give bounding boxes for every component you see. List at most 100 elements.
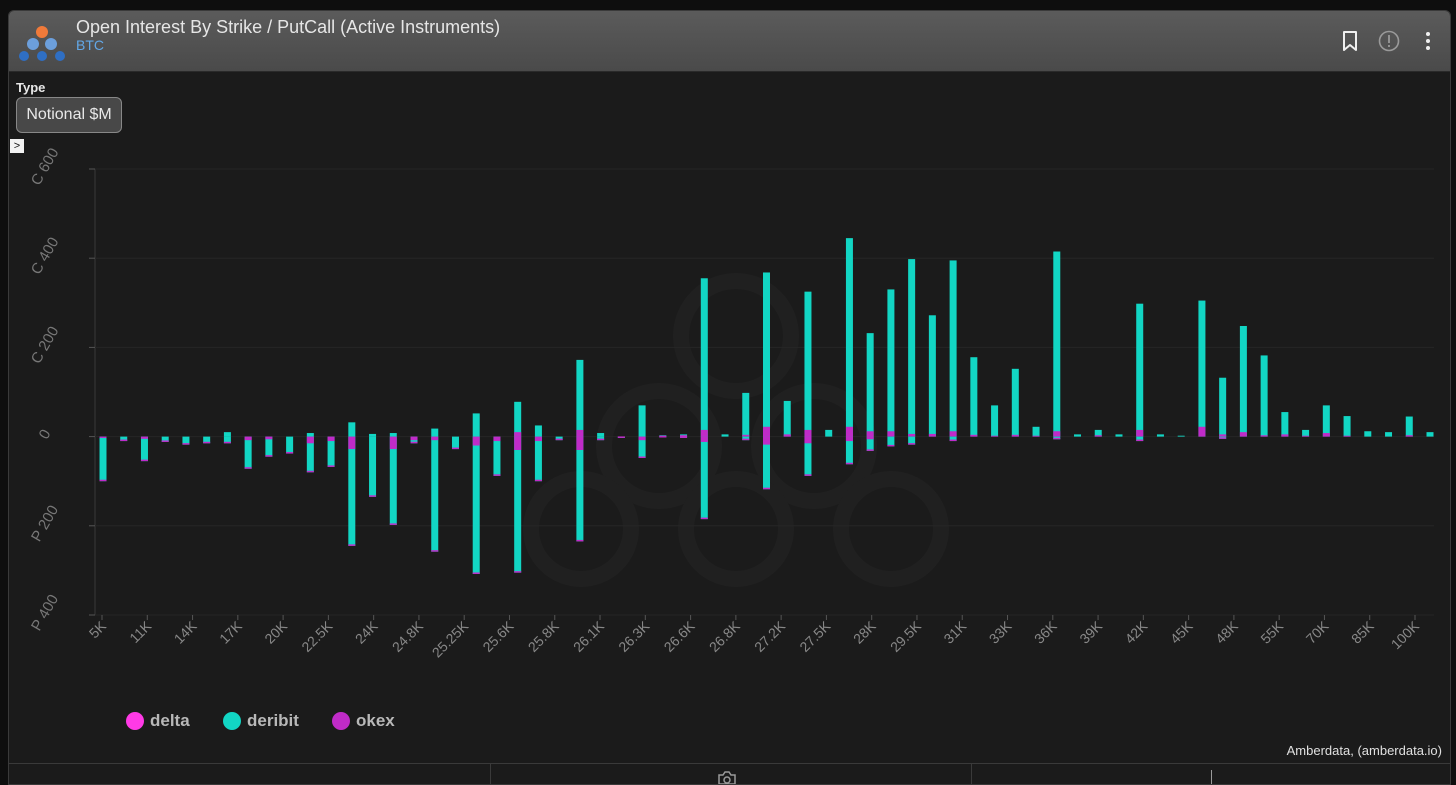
bar-call-okex[interactable] xyxy=(1405,435,1413,437)
bar-put-okex[interactable] xyxy=(534,436,542,442)
bar-put-deribit[interactable] xyxy=(555,436,563,441)
bar-call-deribit[interactable] xyxy=(1053,251,1061,437)
bar-put-deribit[interactable] xyxy=(887,436,895,447)
bookmark-icon[interactable] xyxy=(1339,30,1361,52)
bar-call-okex[interactable] xyxy=(1011,434,1019,437)
bar-call-deribit[interactable] xyxy=(1239,325,1247,437)
bar-call-deribit[interactable] xyxy=(887,289,895,437)
bar-call-okex[interactable] xyxy=(1260,435,1268,437)
bar-put-okex[interactable] xyxy=(493,436,501,442)
bar-put-deribit[interactable] xyxy=(140,436,148,462)
bar-call-deribit[interactable] xyxy=(1011,368,1019,437)
bar-put-okex[interactable] xyxy=(410,436,418,441)
legend-deribit[interactable]: deribit xyxy=(223,711,299,731)
bar-call-okex[interactable] xyxy=(845,426,853,437)
bar-call-deribit[interactable] xyxy=(306,433,314,437)
bar-call-deribit[interactable] xyxy=(1177,435,1185,437)
bar-call-okex[interactable] xyxy=(763,426,770,437)
legend-delta[interactable]: delta xyxy=(126,711,190,731)
bar-call-deribit[interactable] xyxy=(1032,426,1040,437)
bar-put-deribit[interactable] xyxy=(866,436,874,451)
bar-put-okex[interactable] xyxy=(845,436,853,442)
bar-put-okex[interactable] xyxy=(472,436,480,446)
bar-call-deribit[interactable] xyxy=(949,260,957,437)
bar-call-deribit[interactable] xyxy=(1405,416,1413,437)
bar-put-deribit[interactable] xyxy=(597,436,605,441)
bar-put-okex[interactable] xyxy=(265,436,273,440)
bar-call-deribit[interactable] xyxy=(1281,412,1289,437)
bar-call-deribit[interactable] xyxy=(804,291,812,437)
bar-call-okex[interactable] xyxy=(742,434,750,437)
bar-call-deribit[interactable] xyxy=(514,401,522,437)
bar-call-deribit[interactable] xyxy=(1364,431,1372,437)
bar-call-okex[interactable] xyxy=(1094,435,1102,437)
bar-call-okex[interactable] xyxy=(1219,434,1227,437)
bar-put-deribit[interactable] xyxy=(742,436,750,441)
bar-put-deribit[interactable] xyxy=(161,436,169,442)
bar-call-deribit[interactable] xyxy=(1198,300,1206,437)
bar-put-deribit[interactable] xyxy=(286,436,294,454)
bar-put-deribit[interactable] xyxy=(120,436,128,442)
bar-call-okex[interactable] xyxy=(1302,435,1310,437)
bar-put-okex[interactable] xyxy=(389,436,397,450)
bar-put-okex[interactable] xyxy=(638,436,646,441)
bar-call-deribit[interactable] xyxy=(1115,434,1123,437)
bar-put-deribit[interactable] xyxy=(700,436,708,520)
bar-put-okex[interactable] xyxy=(804,436,812,444)
bar-put-deribit[interactable] xyxy=(389,436,397,525)
bar-call-okex[interactable] xyxy=(1239,432,1247,437)
bar-call-deribit[interactable] xyxy=(431,428,439,437)
bar-call-okex[interactable] xyxy=(1053,431,1061,437)
bar-put-okex[interactable] xyxy=(327,436,335,442)
bar-put-deribit[interactable] xyxy=(514,436,522,573)
bar-call-deribit[interactable] xyxy=(908,259,916,437)
bar-call-deribit[interactable] xyxy=(763,272,770,437)
bar-call-okex[interactable] xyxy=(887,431,895,437)
bar-put-deribit[interactable] xyxy=(244,436,252,469)
bar-call-okex[interactable] xyxy=(928,433,936,437)
bar-put-deribit[interactable] xyxy=(493,436,501,476)
camera-icon[interactable] xyxy=(716,770,738,784)
bar-call-okex[interactable] xyxy=(949,431,957,437)
bar-put-deribit[interactable] xyxy=(908,436,916,445)
bar-put-deribit[interactable] xyxy=(348,436,356,546)
bar-call-okex[interactable] xyxy=(804,429,812,437)
bar-call-deribit[interactable] xyxy=(576,359,584,437)
bar-put-okex[interactable] xyxy=(348,436,356,450)
bar-call-deribit[interactable] xyxy=(1074,434,1082,437)
bar-put-okex[interactable] xyxy=(763,436,770,445)
bar-call-okex[interactable] xyxy=(576,429,584,437)
bar-call-deribit[interactable] xyxy=(866,333,874,437)
bar-put-deribit[interactable] xyxy=(1136,436,1144,442)
bar-call-deribit[interactable] xyxy=(1322,405,1330,437)
bar-put-deribit[interactable] xyxy=(763,436,770,490)
bar-call-deribit[interactable] xyxy=(389,433,397,437)
bar-put-okex[interactable] xyxy=(514,436,522,450)
bar-call-deribit[interactable] xyxy=(991,405,999,437)
bar-call-okex[interactable] xyxy=(970,434,978,437)
bar-put-deribit[interactable] xyxy=(804,436,812,476)
bar-call-deribit[interactable] xyxy=(1302,429,1310,437)
bar-call-okex[interactable] xyxy=(783,434,791,437)
info-icon[interactable] xyxy=(1378,30,1400,52)
bar-put-deribit[interactable] xyxy=(306,436,314,473)
bar-call-okex[interactable] xyxy=(514,432,522,437)
bar-put-deribit[interactable] xyxy=(265,436,273,457)
bar-call-deribit[interactable] xyxy=(721,434,729,437)
expand-arrow-icon[interactable]: > xyxy=(10,139,24,153)
bar-put-deribit[interactable] xyxy=(534,436,542,482)
bar-call-deribit[interactable] xyxy=(845,238,853,437)
bar-call-okex[interactable] xyxy=(1343,435,1351,437)
asset-link[interactable]: BTC xyxy=(76,37,104,53)
bar-call-deribit[interactable] xyxy=(534,425,542,437)
bar-call-okex[interactable] xyxy=(1032,435,1040,437)
bar-call-deribit[interactable] xyxy=(1094,429,1102,437)
bar-call-okex[interactable] xyxy=(680,435,688,437)
bar-put-okex[interactable] xyxy=(700,436,708,442)
bar-call-okex[interactable] xyxy=(1136,429,1144,437)
bar-call-deribit[interactable] xyxy=(742,392,750,437)
bar-put-deribit[interactable] xyxy=(223,436,231,444)
bar-call-okex[interactable] xyxy=(1198,426,1206,437)
bar-call-okex[interactable] xyxy=(908,433,916,437)
type-select[interactable]: Notional $M xyxy=(16,97,122,133)
